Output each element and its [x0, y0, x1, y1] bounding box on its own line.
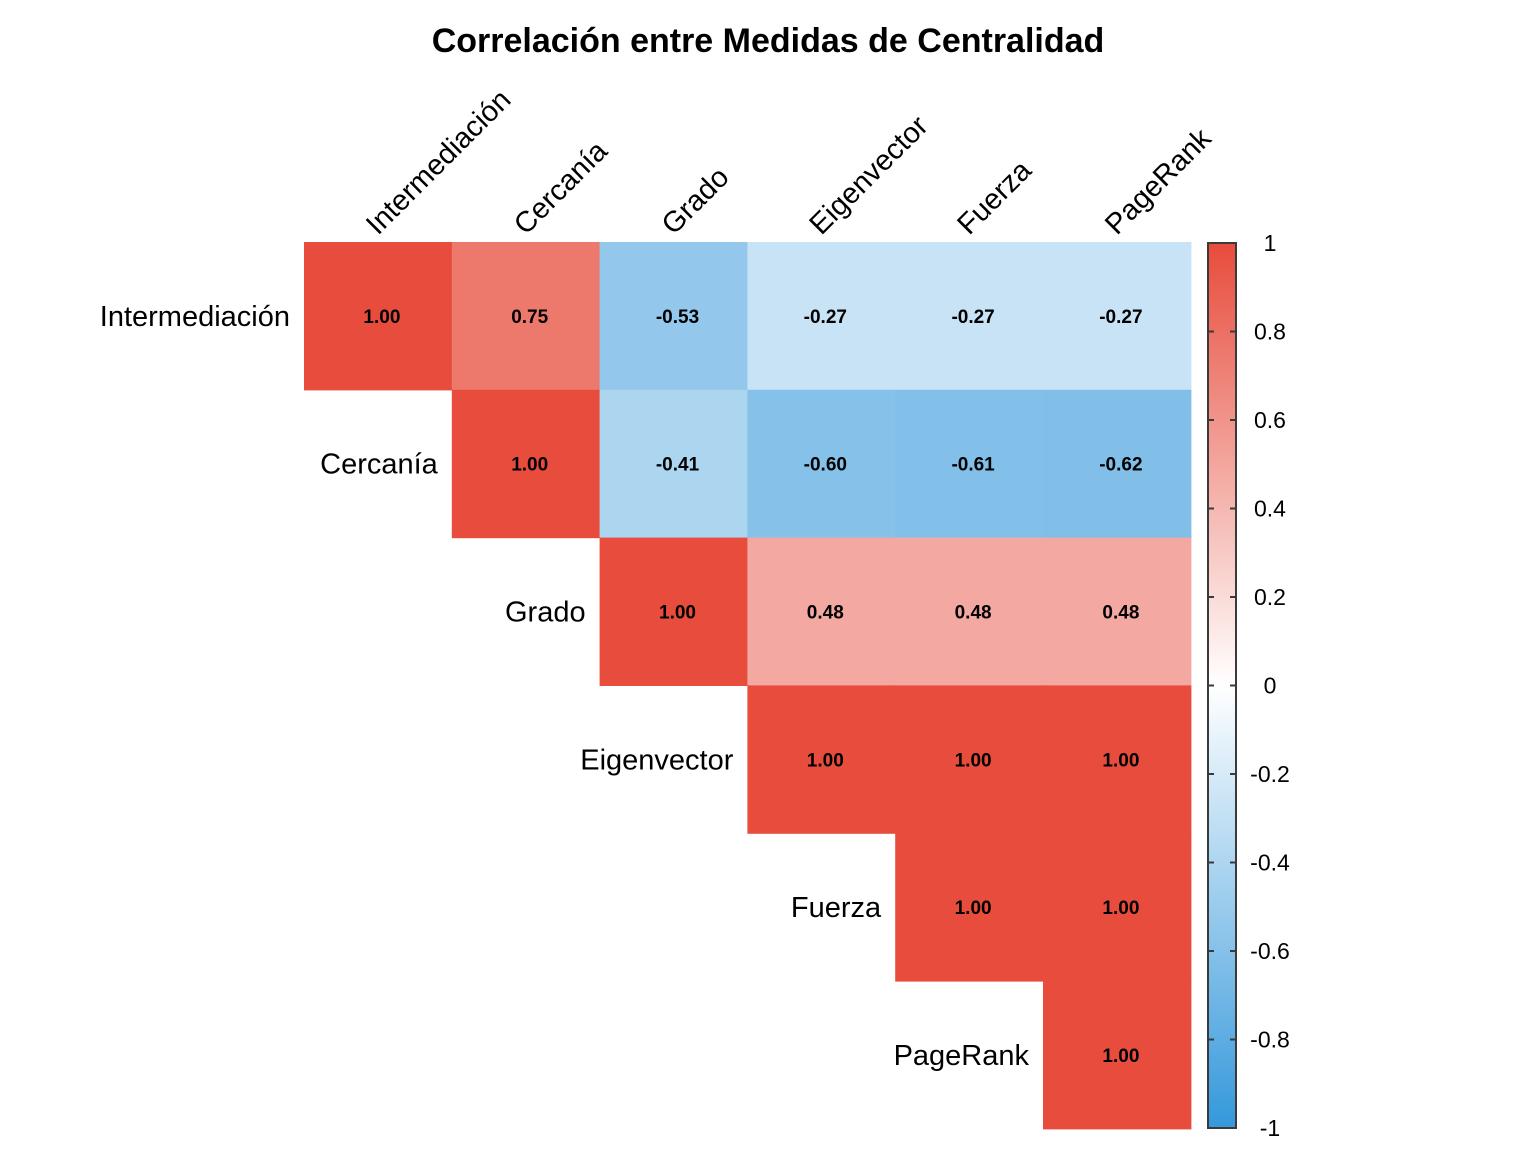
cell-value-label: 1.00: [807, 750, 844, 771]
heatmap-cell-grado-pagerank: [1043, 537, 1192, 686]
cell-value-label: -0.61: [951, 455, 995, 476]
row-label-grado: Grado: [505, 597, 586, 629]
colorbar-tick-label: -1: [1260, 1115, 1280, 1141]
colorbar-tick-label: -0.4: [1250, 850, 1290, 876]
heatmap-cell-intermediacion-fuerza: [895, 242, 1044, 391]
row-label-eigenvector: Eigenvector: [580, 744, 733, 776]
heatmap-cell-intermediacion-grado: [599, 242, 748, 391]
row-label-cercania: Cercanía: [320, 449, 439, 481]
heatmap-cell-fuerza-fuerza: [895, 833, 1044, 982]
cell-value-label: -0.27: [951, 307, 994, 328]
cell-value-label: -0.62: [1099, 455, 1142, 476]
colorbar-tick-label: 0.6: [1254, 407, 1286, 433]
row-label-pagerank: PageRank: [894, 1040, 1030, 1072]
colorbar-tick-label: 0.4: [1254, 496, 1286, 522]
heatmap-cell-pagerank-pagerank: [1043, 981, 1192, 1130]
cell-value-label: 1.00: [1102, 750, 1139, 771]
cell-value-label: 1.00: [363, 307, 400, 328]
heatmap-cell-cercania-cercania: [451, 389, 601, 539]
row-labels: Intermediación Cercanía Grado Eigenvector Fu…: [100, 301, 1030, 1072]
heatmap-cell-intermediacion-eigenvector: [747, 242, 896, 391]
cell-value-label: -0.27: [1099, 307, 1142, 328]
colorbar-tick-label: 0: [1264, 673, 1277, 699]
heatmap-cell-eigenvector-eigenvector: [747, 685, 896, 834]
column-label-grado: Grado: [656, 161, 736, 241]
cell-value-label: 1.00: [511, 455, 548, 476]
chart-title: Correlación entre Medidas de Centralidad: [432, 22, 1105, 60]
cell-value-label: 0.48: [1102, 603, 1139, 624]
heatmap-cell-intermediacion-cercania: [451, 242, 601, 391]
heatmap-cell-intermediacion-intermediacion: [304, 242, 453, 391]
cell-value-label: -0.41: [656, 455, 700, 476]
colorbar-tick-label: 1: [1264, 230, 1277, 256]
cell-value-label: -0.53: [656, 307, 699, 328]
heatmap-cells: 1.00 0.75 -0.53 -0.27 -0.27 -0.27 1.00 -0.41 -0.…: [304, 242, 1192, 1130]
heatmap-cell-intermediacion-pagerank: [1043, 242, 1192, 391]
heatmap-cell-cercania-fuerza: [895, 389, 1044, 539]
cell-value-label: 1.00: [955, 898, 992, 919]
column-label-cercania: Cercanía: [508, 135, 614, 241]
column-label-pagerank: PageRank: [1099, 122, 1218, 241]
heatmap-cell-cercania-grado: [599, 389, 748, 539]
heatmap-cell-fuerza-pagerank: [1043, 833, 1192, 982]
cell-value-label: -0.27: [804, 307, 847, 328]
row-label-fuerza: Fuerza: [791, 892, 882, 924]
cell-value-label: 1.00: [1102, 1046, 1139, 1067]
heatmap-cell-cercania-pagerank: [1043, 389, 1192, 539]
colorbar-tick-label: -0.8: [1250, 1027, 1290, 1053]
heatmap-cell-eigenvector-fuerza: [895, 685, 1044, 834]
cell-value-label: 0.75: [511, 307, 548, 328]
heatmap-cell-grado-fuerza: [895, 537, 1044, 686]
colorbar-ticks: 1 0.8 0.6 0.4 0.2 0 -0.2 -0.4 -0.6 -0.8 -1: [1208, 230, 1290, 1141]
colorbar-tick-label: 0.8: [1254, 319, 1286, 345]
cell-value-label: 1.00: [955, 750, 992, 771]
colorbar-tick-label: -0.6: [1250, 938, 1290, 964]
cell-value-label: 1.00: [659, 603, 696, 624]
heatmap-cell-eigenvector-pagerank: [1043, 685, 1192, 834]
row-label-intermediacion: Intermediación: [100, 301, 290, 333]
cell-value-label: 0.48: [955, 603, 992, 624]
cell-value-label: 1.00: [1102, 898, 1139, 919]
cell-value-label: -0.60: [804, 455, 847, 476]
cell-value-label: 0.48: [807, 603, 844, 624]
colorbar-tick-label: 0.2: [1254, 584, 1286, 610]
heatmap-cell-cercania-eigenvector: [747, 389, 896, 539]
column-label-intermediacion: Intermediación: [360, 84, 517, 241]
column-label-fuerza: Fuerza: [951, 154, 1038, 241]
colorbar: 1 0.8 0.6 0.4 0.2 0 -0.2 -0.4 -0.6 -0.8 -1: [1207, 230, 1290, 1141]
colorbar-tick-label: -0.2: [1250, 761, 1290, 787]
heatmap-cell-grado-eigenvector: [747, 537, 896, 686]
heatmap-cell-grado-grado: [599, 537, 748, 686]
column-label-eigenvector: Eigenvector: [804, 110, 935, 241]
